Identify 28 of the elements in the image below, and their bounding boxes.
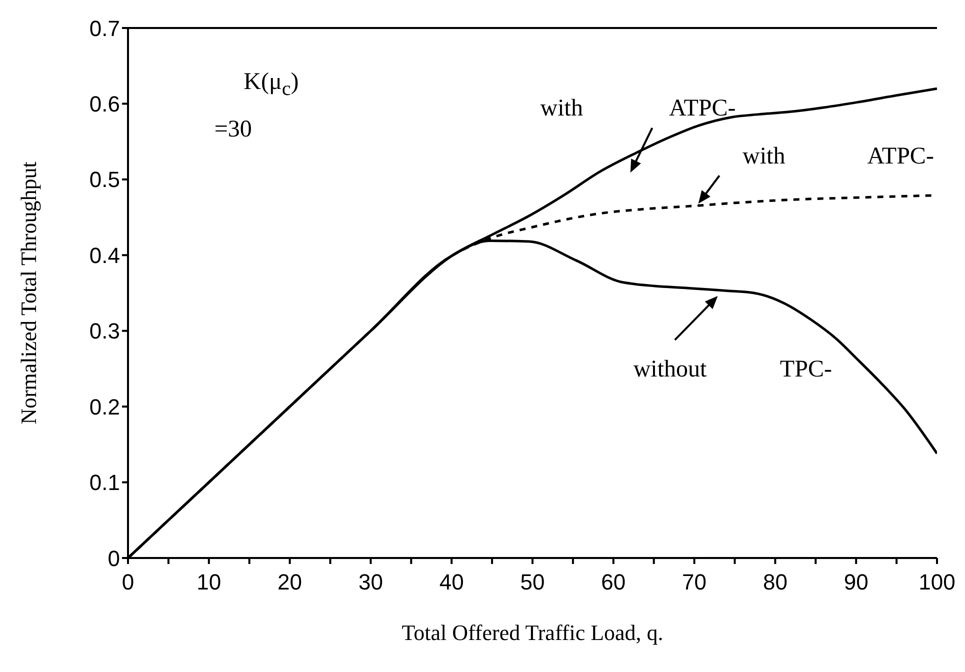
y-axis-title: Normalized Total Throughput (16, 162, 41, 424)
y-tick-label: 0.4 (89, 242, 120, 268)
annotation: with (540, 96, 583, 122)
y-tick-label: 0.5 (89, 167, 120, 192)
y-tick-label: 0.3 (89, 318, 120, 344)
x-axis-title: Total Offered Traffic Load, q. (402, 620, 664, 645)
y-tick-label: 0.7 (89, 16, 120, 41)
x-tick-label: 80 (762, 570, 788, 595)
annotation: without (633, 356, 707, 384)
x-tick-label: 40 (439, 570, 464, 595)
annotation: K(μ$_{c}$) (244, 68, 299, 101)
x-tick-label: 90 (844, 570, 868, 595)
x-tick-label: 70 (682, 570, 707, 595)
annotation: with (742, 143, 786, 170)
y-tick-label: 0.2 (89, 394, 120, 420)
y-tick-label: 0.6 (89, 92, 120, 117)
annotation: ATPC- (867, 143, 934, 170)
annotation: TPC- (780, 356, 832, 384)
annotation: ATPC- (669, 96, 736, 122)
x-tick-label: 10 (196, 570, 222, 595)
x-tick-label: 20 (278, 570, 302, 595)
x-tick-label: 50 (520, 570, 545, 595)
y-tick-label: 0 (108, 546, 120, 571)
x-tick-label: 30 (358, 570, 383, 595)
y-tick-label: 0.1 (89, 470, 120, 496)
annotation: =30 (214, 116, 252, 144)
x-tick-label: 100 (918, 570, 956, 595)
x-tick-label: 60 (601, 570, 626, 595)
